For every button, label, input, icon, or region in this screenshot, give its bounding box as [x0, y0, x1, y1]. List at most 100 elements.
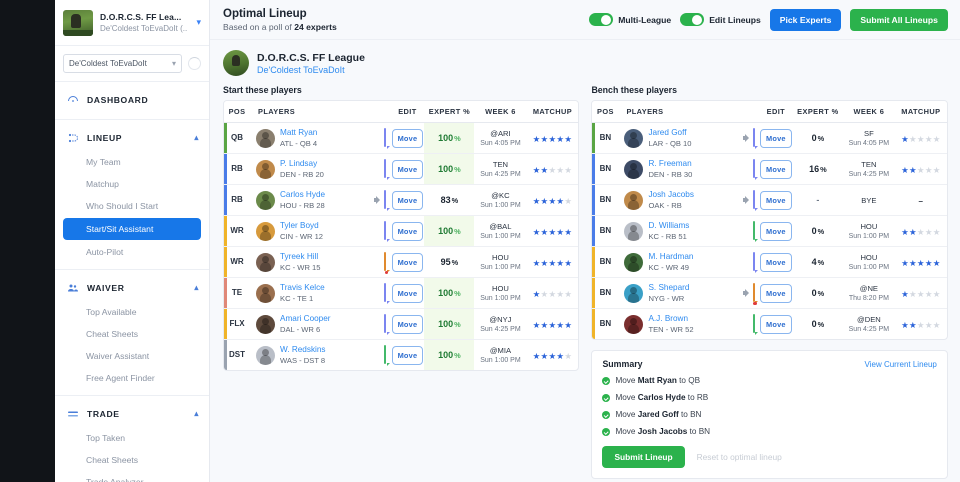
- chat-icon[interactable]: [752, 252, 755, 271]
- player-cell: Tyler Boyd CIN - WR 12: [250, 216, 390, 247]
- player-name-link[interactable]: Carlos Hyde: [280, 190, 326, 200]
- player-name-link[interactable]: S. Shepard: [648, 283, 690, 293]
- league-owner-link[interactable]: De'Coldest ToEvaDoIt: [257, 64, 345, 75]
- move-button[interactable]: Move: [391, 346, 424, 365]
- speaker-icon[interactable]: [742, 196, 751, 204]
- chevron-up-icon[interactable]: ▴: [194, 283, 199, 292]
- submit-all-lineups-button[interactable]: Submit All Lineups: [850, 8, 948, 31]
- opponent-label: @NE: [859, 284, 878, 293]
- chat-icon[interactable]: [752, 221, 755, 240]
- player-icons: [742, 190, 755, 209]
- sidebar-item-free-agent-finder[interactable]: Free Agent Finder: [86, 373, 155, 383]
- edit-lineups-toggle[interactable]: [680, 13, 705, 26]
- chat-icon[interactable]: [752, 283, 755, 302]
- move-button[interactable]: Move: [391, 222, 424, 241]
- player-name-link[interactable]: Travis Kelce: [280, 283, 325, 293]
- player-name-link[interactable]: Matt Ryan: [280, 128, 318, 138]
- chat-icon[interactable]: [384, 345, 387, 364]
- chat-icon[interactable]: [752, 159, 755, 178]
- player-name-link[interactable]: Jared Goff: [648, 128, 687, 138]
- move-button[interactable]: Move: [760, 191, 792, 210]
- chevron-down-icon[interactable]: ▾: [196, 17, 201, 27]
- sidebar-group-header-waiver[interactable]: WAIVER ▴: [55, 274, 209, 301]
- matchup-rating-cell: ★★★★★: [526, 309, 578, 340]
- player-icons: [384, 252, 389, 274]
- sidebar-item-cheat-sheets[interactable]: Cheat Sheets: [86, 329, 139, 339]
- summary-item: Move Jared Goff to BN: [602, 410, 936, 419]
- player-name-link[interactable]: M. Hardman: [648, 252, 694, 262]
- move-button[interactable]: Move: [391, 315, 424, 334]
- move-button[interactable]: Move: [391, 284, 424, 303]
- sidebar-item-trade-analyzer[interactable]: Trade Analyzer: [86, 477, 144, 482]
- player-name-link[interactable]: Amari Cooper: [280, 314, 331, 324]
- sidebar-group-header-dashboard[interactable]: DASHBOARD: [55, 86, 209, 113]
- sidebar-item-auto-pilot[interactable]: Auto-Pilot: [86, 247, 124, 257]
- submit-lineup-button[interactable]: Submit Lineup: [602, 446, 685, 468]
- subtitle-expert-count: 24 experts: [294, 21, 337, 32]
- sidebar-item-start-sit-assistant[interactable]: Start/Sit Assistant: [63, 218, 201, 240]
- chat-icon[interactable]: [384, 252, 387, 271]
- opponent-label: @NYJ: [489, 315, 512, 324]
- move-button[interactable]: Move: [391, 253, 424, 272]
- move-button[interactable]: Move: [760, 129, 792, 148]
- sidebar-team-header[interactable]: D.O.R.C.S. FF Lea... De'Coldest ToEvaDoI…: [55, 0, 209, 46]
- speaker-icon[interactable]: [374, 196, 382, 204]
- league-select[interactable]: De'Coldest ToEvaDoIt ▾: [63, 54, 182, 73]
- player-name-link[interactable]: Tyreek Hill: [280, 252, 319, 262]
- chevron-up-icon[interactable]: ▴: [194, 409, 199, 418]
- position-cell: BN: [592, 185, 618, 216]
- player-name-link[interactable]: R. Freeman: [648, 159, 692, 169]
- position-label: WR: [230, 257, 244, 266]
- move-button[interactable]: Move: [760, 222, 792, 241]
- sidebar-item-waiver-assistant[interactable]: Waiver Assistant: [86, 351, 150, 361]
- sidebar-item-my-team[interactable]: My Team: [86, 157, 121, 167]
- star-icon: ★: [540, 258, 549, 268]
- chat-icon[interactable]: [384, 221, 387, 240]
- player-name-link[interactable]: A.J. Brown: [648, 314, 689, 324]
- chat-icon[interactable]: [384, 128, 387, 147]
- player-icons: [742, 283, 757, 305]
- sidebar-item-top-taken[interactable]: Top Taken: [86, 433, 126, 443]
- player-name-link[interactable]: Tyler Boyd: [280, 221, 319, 231]
- player-name-link[interactable]: W. Redskins: [280, 345, 326, 355]
- chat-icon[interactable]: [384, 283, 387, 302]
- view-current-lineup-link[interactable]: View Current Lineup: [864, 359, 937, 369]
- sidebar-item-cheat-sheets[interactable]: Cheat Sheets: [86, 455, 139, 465]
- chevron-up-icon[interactable]: ▴: [194, 133, 199, 142]
- player-name-link[interactable]: D. Williams: [648, 221, 690, 231]
- sidebar-item-matchup[interactable]: Matchup: [86, 179, 119, 189]
- opponent-label: @BAL: [489, 222, 512, 231]
- move-button[interactable]: Move: [391, 191, 424, 210]
- move-button[interactable]: Move: [391, 160, 424, 179]
- star-icon: ★: [556, 320, 565, 330]
- matchup-rating-cell: ★★★★★: [526, 340, 578, 371]
- move-button[interactable]: Move: [391, 129, 424, 148]
- sidebar-group-header-lineup[interactable]: LINEUP ▴: [55, 124, 209, 151]
- sidebar-group-header-trade[interactable]: TRADE ▴: [55, 400, 209, 427]
- move-button[interactable]: Move: [760, 284, 792, 303]
- chat-icon[interactable]: [752, 314, 755, 333]
- move-button[interactable]: Move: [760, 160, 792, 179]
- edit-cell: Move: [759, 247, 793, 278]
- speaker-icon[interactable]: [742, 289, 751, 297]
- position-cell: BN: [592, 123, 618, 154]
- player-name-link[interactable]: Josh Jacobs: [648, 190, 694, 200]
- sidebar-item-who-should-i-start[interactable]: Who Should I Start: [86, 201, 159, 211]
- sidebar-item-top-available[interactable]: Top Available: [86, 307, 137, 317]
- star-icon: ★: [916, 289, 925, 299]
- move-button[interactable]: Move: [760, 253, 792, 272]
- reset-to-optimal-link[interactable]: Reset to optimal lineup: [696, 452, 782, 462]
- refresh-icon[interactable]: [188, 57, 201, 70]
- move-button[interactable]: Move: [760, 315, 792, 334]
- chat-icon[interactable]: [384, 314, 387, 333]
- pick-experts-button[interactable]: Pick Experts: [769, 8, 842, 31]
- player-cell: Tyreek Hill KC - WR 15: [250, 247, 390, 278]
- chat-icon[interactable]: [384, 159, 387, 178]
- chat-icon[interactable]: [752, 190, 755, 209]
- chat-icon[interactable]: [752, 128, 755, 147]
- table-row: BN Josh Jacobs OAK - RB Move - BYE –: [592, 185, 947, 216]
- chat-icon[interactable]: [384, 190, 387, 209]
- speaker-icon[interactable]: [742, 134, 751, 142]
- player-name-link[interactable]: P. Lindsay: [280, 159, 318, 169]
- multi-league-toggle[interactable]: [589, 13, 614, 26]
